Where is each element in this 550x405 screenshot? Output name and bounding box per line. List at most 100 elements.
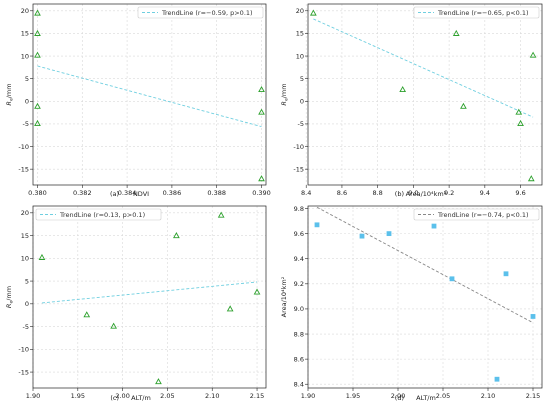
legend-box [413,208,540,221]
panel-4: 1.90 1.95 2.00 2.05 2.10 2.15 9.8 9.6 9.4 9.2 9.0 8… [280,205,543,402]
y-tick-label: 8.8 [294,330,304,338]
y-axis-label: Area/10⁴km² [280,276,288,317]
x-tick-label: 2.15 [250,392,264,400]
x-tick-label: 2.00 [115,392,129,400]
data-point [460,102,467,109]
y-tick-label: 9.0 [294,305,304,313]
y-tick-label: 9.6 [294,230,304,238]
data-point [399,85,407,93]
x-tick-label: 2.05 [160,392,174,400]
x-tick-label: 8.6 [337,189,347,197]
data-point [258,85,265,93]
x-tick-label: 8.4 [301,189,311,197]
y-tick-label: -5 [298,120,304,128]
x-tick-label: 0.386 [163,189,182,197]
y-tick-label: 20 [21,209,29,217]
y-axis-label: Re/mm [5,286,15,308]
trend-line [313,18,534,118]
x-tick-label: 0.390 [252,189,271,197]
data-point [494,376,500,382]
y-axis-label: Re/mm [5,83,15,105]
legend-box [413,6,540,19]
data-point [314,222,320,228]
data-point [258,175,265,182]
y-tick-label: 5 [300,75,304,83]
axes-frame [307,3,543,186]
plot-area [308,206,542,388]
data-point [173,232,180,239]
y-tick-label: 20 [296,7,304,15]
data-point [34,51,41,58]
y-tick-label: -10 [18,143,29,151]
x-tick-label: 2.05 [436,392,450,400]
x-tick-label: 0.384 [118,189,137,197]
y-tick-label: 9.8 [294,205,304,213]
y-tick-label: -5 [23,120,29,128]
panel-tag: (a) [110,190,119,198]
y-tick-label: 10 [21,52,29,60]
y-tick-label: 10 [21,255,29,263]
y-tick-label: -15 [18,368,29,376]
x-tick-label: 9.4 [480,189,490,197]
panel-tag: (c) [110,394,119,402]
y-tick-label: -10 [18,346,29,354]
x-tick-label: 2.15 [526,392,540,400]
panel-1: 0.380 0.382 0.384 0.386 0.388 0.390 20 15 10 5 0 -5… [5,3,271,198]
data-point [34,119,41,126]
x-tick-label: 1.90 [26,392,40,400]
data-point [309,9,317,16]
y-tick-label: 9.2 [294,280,304,288]
y-tick-label: 8.4 [294,381,304,389]
data-point [34,102,41,109]
data-point [34,9,41,16]
y-tick-label: 5 [25,277,29,285]
panel-tag: (b) [395,190,404,198]
data-point [386,231,392,237]
x-axis-label: Area/10⁴km² [406,190,447,198]
legend-label: TrendLine (r=−0.65, p<0.1) [437,9,529,17]
plot-area [33,4,266,185]
data-point [34,29,41,36]
data-point [253,288,261,295]
y-tick-label: -5 [23,323,29,331]
x-tick-label: 9.2 [444,189,454,197]
x-axis-label: NDVI [133,190,149,198]
data-point [217,211,225,218]
x-tick-label: 8.8 [372,189,382,197]
panel-2: 8.4 8.6 8.8 9.0 9.2 9.4 9.6 20 15 10 5 0 -5 -10 -15 Tre… [280,3,543,198]
x-tick-label: 2.10 [481,392,495,400]
y-tick-label: 20 [21,7,29,15]
data-point [359,233,365,239]
x-tick-label: 1.90 [301,392,315,400]
data-point [155,378,162,385]
y-tick-label: 0 [300,98,304,106]
data-point [515,108,523,115]
axes-frame [32,205,267,389]
axes-frame [307,205,543,389]
x-tick-label: 1.95 [71,392,85,400]
data-point [517,119,524,126]
x-tick-label: 9.6 [515,189,525,197]
data-point [110,322,118,329]
plot-area [33,206,266,388]
y-tick-label: -15 [293,165,304,173]
data-point [452,29,460,36]
plot-area [308,4,542,185]
data-point [503,271,509,277]
legend-box [35,208,162,221]
x-tick-label: 0.382 [73,189,92,197]
panel-tag: (d) [395,394,404,402]
legend-label: TrendLine (r=−0.59, p>0.1) [161,9,253,17]
data-point [226,305,234,312]
x-axis-label: ALT/m [131,394,151,402]
x-tick-label: 0.388 [207,189,226,197]
data-point [431,223,437,229]
x-tick-label: 1.95 [346,392,360,400]
data-point [527,175,535,182]
data-point [38,253,46,260]
y-tick-label: 10 [296,52,304,60]
y-tick-label: 8.6 [294,355,304,363]
legend-label: TrendLine (r=−0.74, p<0.1) [437,211,529,219]
y-tick-label: 5 [25,75,29,83]
